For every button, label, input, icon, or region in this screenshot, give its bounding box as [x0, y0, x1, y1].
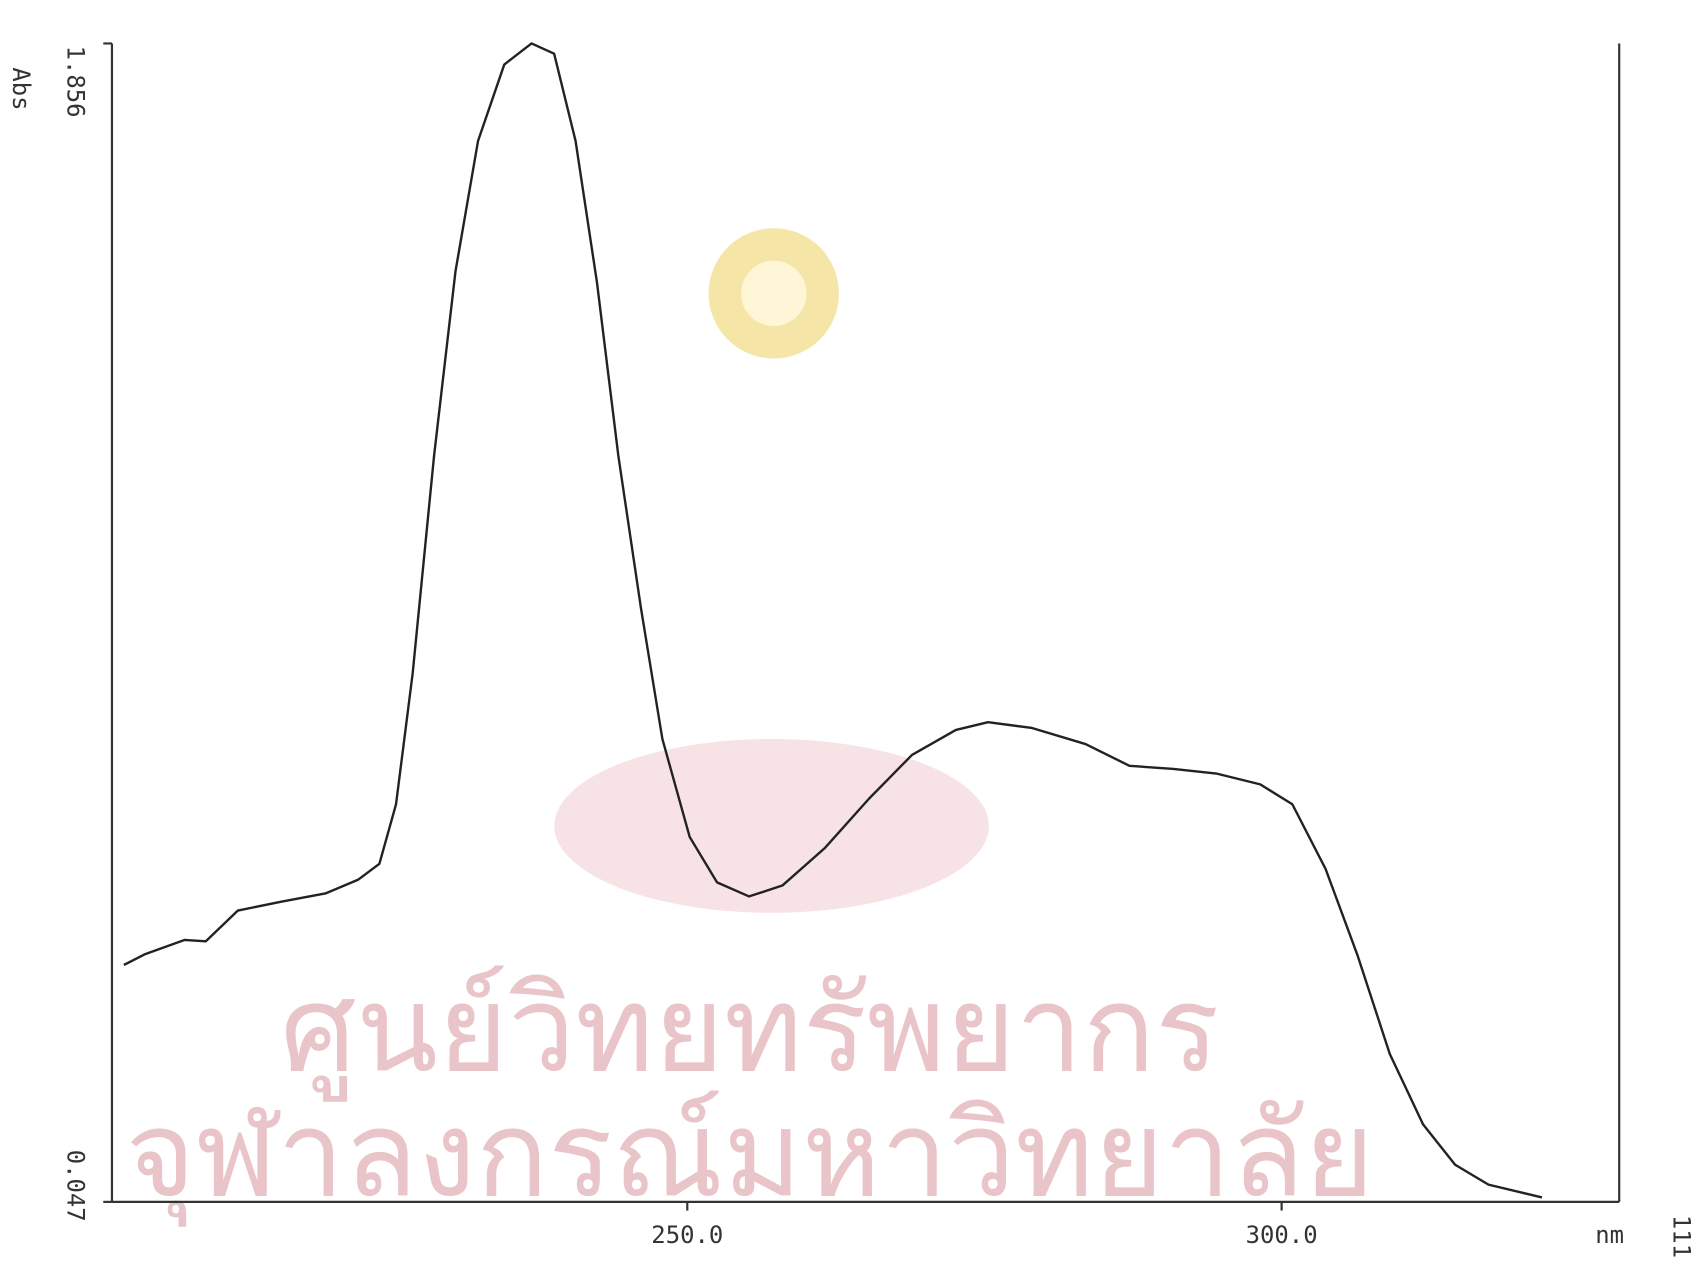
y-axis-label: Abs — [7, 67, 35, 110]
emblem-sun — [708, 228, 839, 359]
x-tick-label: 300.0 — [1246, 1221, 1318, 1249]
y-tick-label: 0.047 — [61, 1150, 89, 1222]
y-tick-label: 1.856 — [61, 46, 89, 118]
spectrum-line — [123, 42, 1543, 1199]
watermark: ศูนย์วิทยทรัพยากร — [280, 960, 1219, 1101]
watermark: จุฬาลงกรณ์มหาวิทยาลัย — [125, 1085, 1374, 1227]
x-tick-label: 250.0 — [651, 1221, 723, 1249]
page-number: 111 — [1668, 1215, 1696, 1258]
x-axis-label: nm — [1595, 1221, 1624, 1249]
emblem-shadow — [554, 738, 989, 913]
